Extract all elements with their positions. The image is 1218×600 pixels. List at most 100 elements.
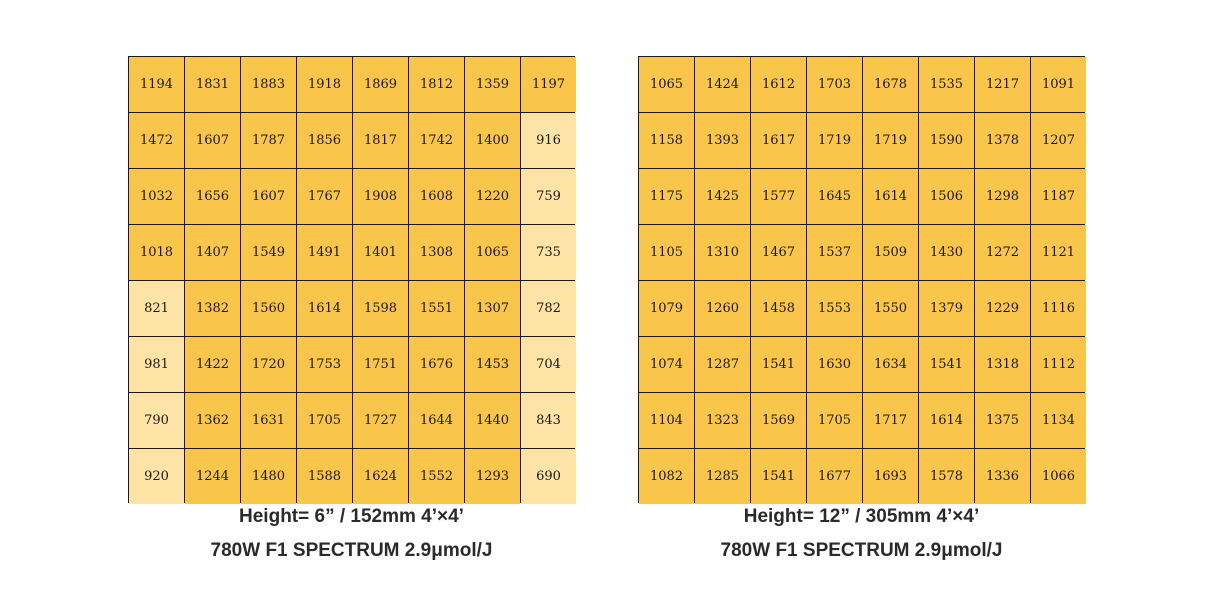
heatmap-cell: 1644 [409,393,464,448]
caption-height-6in: Height= 6” / 152mm 4’×4’ [239,506,464,527]
ppfd-grid-12in: 1065 1424 1612 1703 1678 1535 1217 1091 1158 1393… [638,56,1086,504]
heatmap-cell: 1817 [353,113,408,168]
heatmap-cell: 1720 [241,337,296,392]
heatmap-cell: 1560 [241,281,296,336]
heatmap-cell: 1537 [807,225,862,280]
heatmap-cell: 981 [129,337,184,392]
heatmap-cell: 1541 [751,337,806,392]
heatmap-cell: 1220 [465,169,520,224]
heatmap-cell: 1082 [639,449,694,504]
heatmap-cell: 759 [521,169,576,224]
heatmap-cell: 1194 [129,57,184,112]
heatmap-cell: 1812 [409,57,464,112]
heatmap-cell: 1634 [863,337,918,392]
heatmap-cell: 1207 [1031,113,1086,168]
heatmap-cell: 1318 [975,337,1030,392]
heatmap-cell: 1458 [751,281,806,336]
heatmap-cell: 1440 [465,393,520,448]
heatmap-cell: 1175 [639,169,694,224]
heatmap-cell: 1578 [919,449,974,504]
heatmap-cell: 1491 [297,225,352,280]
heatmap-cell: 1307 [465,281,520,336]
heatmap-cell: 1472 [129,113,184,168]
heatmap-cell: 1717 [863,393,918,448]
ppfd-grid-6in: 1194 1831 1883 1918 1869 1812 1359 1197 1472 1607… [128,56,576,504]
heatmap-cell: 690 [521,449,576,504]
heatmap-cell: 1541 [919,337,974,392]
heatmap-cell: 1336 [975,449,1030,504]
heatmap-cell: 1066 [1031,449,1086,504]
heatmap-cell: 1719 [807,113,862,168]
heatmap-cell: 1079 [639,281,694,336]
heatmap-cell: 1310 [695,225,750,280]
heatmap-cell: 790 [129,393,184,448]
heatmap-cell: 1607 [185,113,240,168]
heatmap-cell: 1422 [185,337,240,392]
heatmap-cell: 1550 [863,281,918,336]
heatmap-cell: 1362 [185,393,240,448]
heatmap-cell: 1091 [1031,57,1086,112]
heatmap-cell: 1308 [409,225,464,280]
heatmap-cell: 1158 [639,113,694,168]
heatmap-cell: 1541 [751,449,806,504]
heatmap-cell: 1719 [863,113,918,168]
heatmap-cell: 1293 [465,449,520,504]
heatmap-cell: 1598 [353,281,408,336]
heatmap-cell: 1430 [919,225,974,280]
heatmap-cell: 1535 [919,57,974,112]
heatmap-cell: 1703 [807,57,862,112]
heatmap-cell: 1614 [297,281,352,336]
heatmap-cell: 1074 [639,337,694,392]
heatmap-panel-12in: 1065 1424 1612 1703 1678 1535 1217 1091 1158 1393… [638,56,1086,504]
heatmap-cell: 1217 [975,57,1030,112]
heatmap-cell: 1379 [919,281,974,336]
heatmap-cell: 1656 [185,169,240,224]
heatmap-cell: 1787 [241,113,296,168]
heatmap-cell: 920 [129,449,184,504]
heatmap-cell: 1197 [521,57,576,112]
heatmap-cell: 916 [521,113,576,168]
heatmap-cell: 843 [521,393,576,448]
heatmap-cell: 1753 [297,337,352,392]
heatmap-cell: 1244 [185,449,240,504]
heatmap-cell: 1883 [241,57,296,112]
heatmap-cell: 704 [521,337,576,392]
heatmap-cell: 1453 [465,337,520,392]
heatmap-cell: 1425 [695,169,750,224]
caption-height-12in: Height= 12” / 305mm 4’×4’ [743,506,980,527]
heatmap-cell: 1065 [639,57,694,112]
heatmap-cell: 1677 [807,449,862,504]
heatmap-cell: 1553 [807,281,862,336]
heatmap-cell: 1401 [353,225,408,280]
heatmap-cell: 1551 [409,281,464,336]
heatmap-cell: 1424 [695,57,750,112]
heatmap-cell: 1617 [751,113,806,168]
heatmap-cell: 1375 [975,393,1030,448]
heatmap-cell: 1509 [863,225,918,280]
heatmap-cell: 1645 [807,169,862,224]
heatmap-cell: 1323 [695,393,750,448]
heatmap-cell: 1260 [695,281,750,336]
heatmap-cell: 821 [129,281,184,336]
heatmap-cell: 1287 [695,337,750,392]
heatmap-cell: 1134 [1031,393,1086,448]
heatmap-cell: 1607 [241,169,296,224]
heatmap-cell: 1856 [297,113,352,168]
heatmap-cell: 1693 [863,449,918,504]
heatmap-cell: 1630 [807,337,862,392]
heatmap-cell: 1608 [409,169,464,224]
heatmap-cell: 1378 [975,113,1030,168]
heatmap-cell: 1272 [975,225,1030,280]
heatmap-cell: 1727 [353,393,408,448]
heatmap-cell: 1285 [695,449,750,504]
heatmap-cell: 1705 [807,393,862,448]
heatmap-cell: 1032 [129,169,184,224]
heatmap-cell: 1112 [1031,337,1086,392]
heatmap-cell: 1121 [1031,225,1086,280]
heatmap-cell: 1631 [241,393,296,448]
heatmap-cell: 1705 [297,393,352,448]
heatmap-cell: 1298 [975,169,1030,224]
heatmap-cell: 1614 [863,169,918,224]
heatmap-cell: 1624 [353,449,408,504]
heatmap-panel-6in: 1194 1831 1883 1918 1869 1812 1359 1197 1472 1607… [128,56,576,504]
